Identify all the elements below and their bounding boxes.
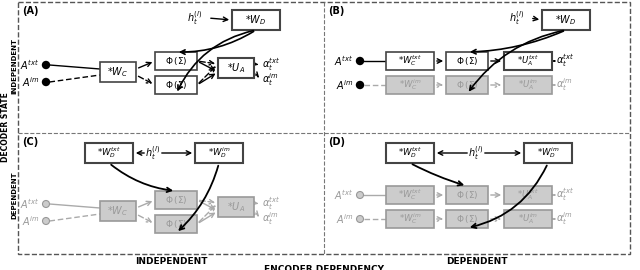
FancyBboxPatch shape (155, 191, 197, 209)
Circle shape (356, 191, 364, 198)
FancyBboxPatch shape (100, 201, 136, 221)
FancyBboxPatch shape (446, 210, 488, 228)
FancyBboxPatch shape (542, 10, 590, 30)
Text: DECODER STATE: DECODER STATE (1, 92, 10, 162)
Text: $*W_C$: $*W_C$ (108, 65, 129, 79)
FancyBboxPatch shape (504, 210, 552, 228)
FancyBboxPatch shape (386, 186, 434, 204)
FancyBboxPatch shape (155, 52, 197, 70)
Text: $*U_A^{im}$: $*U_A^{im}$ (518, 212, 538, 227)
FancyBboxPatch shape (232, 10, 280, 30)
Text: INDEPENDENT: INDEPENDENT (11, 38, 17, 94)
Text: $A^{im}$: $A^{im}$ (22, 75, 40, 89)
Text: $*W_D$: $*W_D$ (245, 13, 267, 27)
Text: $*W_D$: $*W_D$ (556, 13, 577, 27)
FancyBboxPatch shape (195, 143, 243, 163)
Text: $\Phi\,(\Sigma)$: $\Phi\,(\Sigma)$ (164, 194, 188, 206)
Text: $\alpha_t^{im}$: $\alpha_t^{im}$ (556, 77, 573, 93)
FancyBboxPatch shape (504, 76, 552, 94)
Text: $*W_D^{im}$: $*W_D^{im}$ (537, 146, 559, 160)
Text: $*W_C^{im}$: $*W_C^{im}$ (399, 212, 421, 227)
Text: $\alpha_t^{im}$: $\alpha_t^{im}$ (556, 211, 573, 227)
Text: $A^{txt}$: $A^{txt}$ (335, 188, 354, 202)
Text: (B): (B) (328, 6, 344, 16)
Text: $\Phi\,(\Sigma)$: $\Phi\,(\Sigma)$ (456, 213, 478, 225)
Text: $\Phi\,(\Sigma)$: $\Phi\,(\Sigma)$ (164, 79, 188, 91)
Text: DEPENDENT: DEPENDENT (11, 171, 17, 219)
Circle shape (42, 218, 49, 224)
FancyBboxPatch shape (218, 197, 254, 217)
Text: $A^{im}$: $A^{im}$ (22, 214, 40, 228)
Circle shape (356, 58, 364, 65)
Text: $A^{txt}$: $A^{txt}$ (335, 54, 354, 68)
Text: $*U_A^{im}$: $*U_A^{im}$ (518, 77, 538, 92)
Text: $*W_C^{txt}$: $*W_C^{txt}$ (398, 188, 422, 202)
Circle shape (42, 201, 49, 208)
Text: DEPENDENT: DEPENDENT (446, 256, 508, 265)
Text: $A^{im}$: $A^{im}$ (336, 78, 354, 92)
FancyBboxPatch shape (524, 143, 572, 163)
FancyBboxPatch shape (504, 52, 552, 70)
Text: $\Phi\,(\Sigma)$: $\Phi\,(\Sigma)$ (456, 55, 478, 67)
Text: $*W_D^{txt}$: $*W_D^{txt}$ (97, 146, 121, 160)
Text: $*U_A$: $*U_A$ (227, 61, 245, 75)
FancyBboxPatch shape (504, 186, 552, 204)
FancyBboxPatch shape (100, 62, 136, 82)
Text: $A^{txt}$: $A^{txt}$ (20, 197, 40, 211)
FancyBboxPatch shape (386, 52, 434, 70)
Text: $*U_A^{txt}$: $*U_A^{txt}$ (517, 188, 539, 202)
Text: $h_t^{(l)}$: $h_t^{(l)}$ (509, 9, 525, 27)
Text: $*W_C^{txt}$: $*W_C^{txt}$ (398, 53, 422, 69)
FancyBboxPatch shape (155, 215, 197, 233)
Text: (D): (D) (328, 137, 345, 147)
Text: $A^{im}$: $A^{im}$ (336, 212, 354, 226)
Text: $\Phi\,(\Sigma)$: $\Phi\,(\Sigma)$ (456, 189, 478, 201)
Text: $\alpha_t^{txt}$: $\alpha_t^{txt}$ (262, 57, 280, 73)
FancyBboxPatch shape (218, 58, 254, 78)
Text: $\Phi\,(\Sigma)$: $\Phi\,(\Sigma)$ (456, 79, 478, 91)
FancyBboxPatch shape (155, 76, 197, 94)
Text: $\Phi\,(\Sigma)$: $\Phi\,(\Sigma)$ (164, 218, 188, 230)
Text: $*U_A^{txt}$: $*U_A^{txt}$ (517, 53, 539, 69)
Text: (C): (C) (22, 137, 38, 147)
FancyBboxPatch shape (446, 76, 488, 94)
Circle shape (42, 79, 49, 86)
Text: $\alpha_t^{im}$: $\alpha_t^{im}$ (262, 211, 279, 227)
Circle shape (42, 62, 49, 69)
FancyBboxPatch shape (446, 52, 488, 70)
Circle shape (356, 215, 364, 222)
FancyBboxPatch shape (386, 76, 434, 94)
FancyBboxPatch shape (446, 186, 488, 204)
Text: $A^{txt}$: $A^{txt}$ (20, 58, 40, 72)
Text: $h_t^{(l)}$: $h_t^{(l)}$ (468, 144, 484, 162)
Circle shape (356, 82, 364, 89)
Text: ENCODER DEPENDENCY: ENCODER DEPENDENCY (264, 265, 384, 270)
Text: $*W_D^{txt}$: $*W_D^{txt}$ (398, 146, 422, 160)
FancyBboxPatch shape (386, 210, 434, 228)
Text: $h_t^{(l)}$: $h_t^{(l)}$ (145, 144, 161, 162)
Text: $\alpha_t^{im}$: $\alpha_t^{im}$ (262, 72, 279, 88)
Text: (A): (A) (22, 6, 38, 16)
Text: $*W_C$: $*W_C$ (108, 204, 129, 218)
Text: $*W_D^{im}$: $*W_D^{im}$ (207, 146, 230, 160)
Text: $\alpha_t^{txt}$: $\alpha_t^{txt}$ (262, 195, 280, 212)
Text: $*U_A$: $*U_A$ (227, 200, 245, 214)
Text: INDEPENDENT: INDEPENDENT (135, 256, 207, 265)
FancyBboxPatch shape (386, 143, 434, 163)
Text: $\Phi\,(\Sigma)$: $\Phi\,(\Sigma)$ (164, 55, 188, 67)
Text: $\alpha_t^{txt}$: $\alpha_t^{txt}$ (556, 187, 575, 203)
FancyBboxPatch shape (85, 143, 133, 163)
Text: $h_t^{(l)}$: $h_t^{(l)}$ (188, 9, 203, 27)
Text: $*W_C^{im}$: $*W_C^{im}$ (399, 77, 421, 92)
Text: $\alpha_t^{txt}$: $\alpha_t^{txt}$ (556, 53, 575, 69)
